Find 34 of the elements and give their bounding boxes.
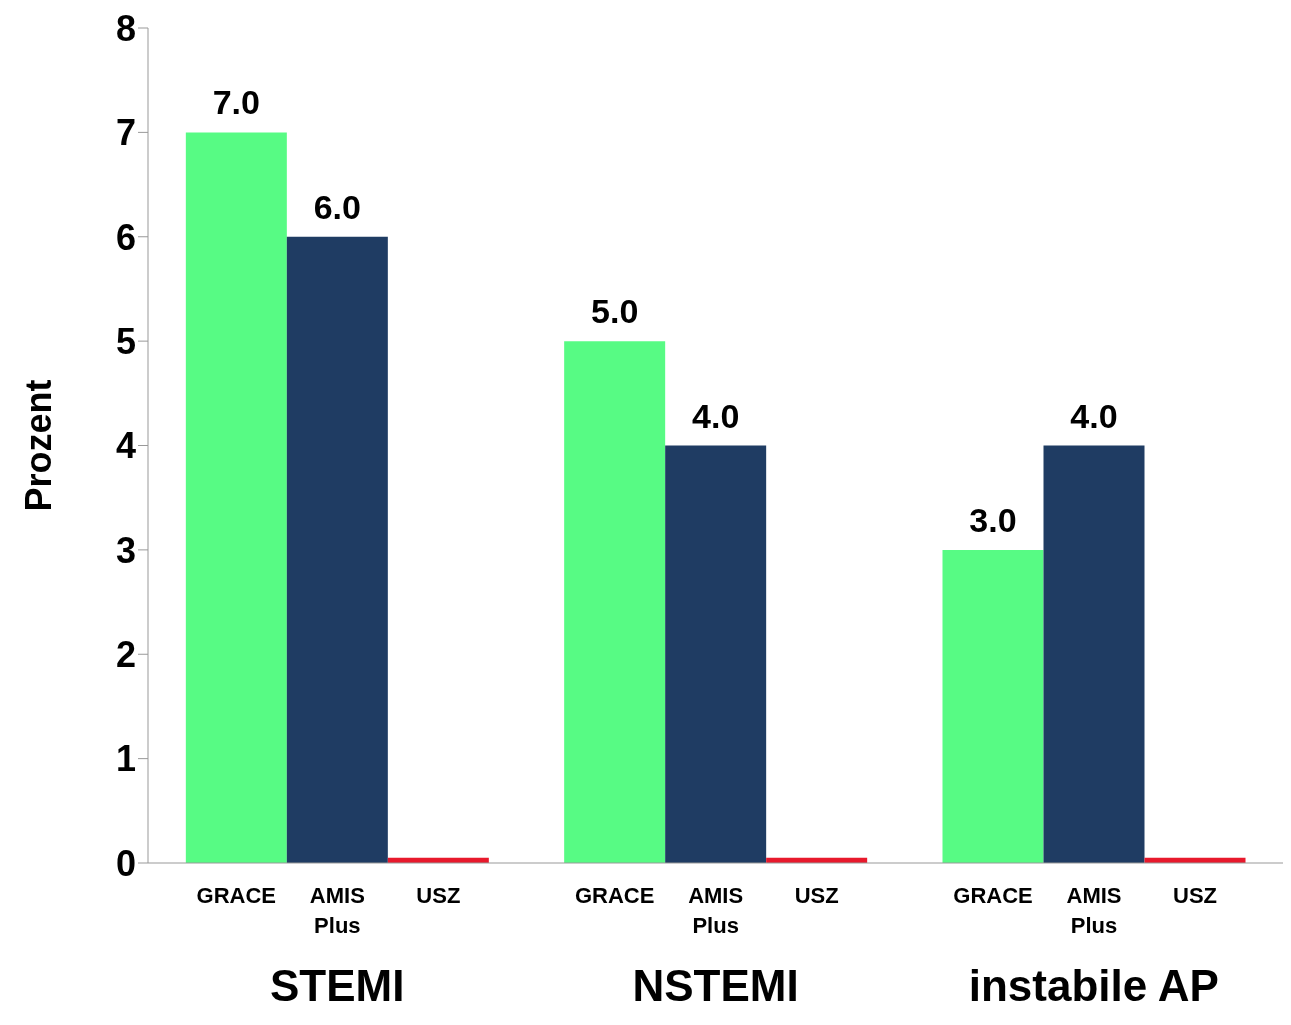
- series-label: AMIS Plus: [309, 883, 365, 938]
- bar: [1043, 445, 1145, 863]
- y-tick-label: 4: [115, 425, 136, 467]
- y-axis-title: Prozent: [17, 379, 59, 512]
- bar: [942, 549, 1044, 863]
- bar: [185, 132, 287, 863]
- bar: [286, 236, 388, 863]
- bar: [665, 445, 767, 863]
- y-tick-label: 1: [115, 738, 136, 780]
- y-tick-label: 7: [115, 112, 136, 154]
- data-label: 5.0: [591, 292, 639, 331]
- x-tick-label: instabile AP: [968, 961, 1219, 1010]
- text: AMIS Plus: [688, 883, 744, 938]
- text: AMIS Plus: [1066, 883, 1122, 938]
- text: GRACE: [574, 883, 655, 908]
- x-tick-label: NSTEMI: [632, 961, 799, 1010]
- data-label: 6.0: [313, 187, 361, 226]
- data-label: 4.0: [692, 396, 740, 435]
- series-label: USZ: [416, 883, 461, 908]
- y-tick-label: 5: [115, 320, 136, 362]
- x-tick-label: STEMI: [269, 961, 405, 1010]
- y-tick-label: 3: [115, 529, 136, 571]
- data-label: 4.0: [1070, 396, 1118, 435]
- text: USZ: [1173, 883, 1217, 908]
- y-tick-label: 8: [115, 7, 136, 49]
- bar: [564, 341, 666, 863]
- y-tick-label: 2: [115, 634, 136, 676]
- text: GRACE: [953, 883, 1033, 908]
- y-tick-label: 6: [115, 216, 136, 258]
- series-label: GRACE: [196, 883, 277, 908]
- text: USZ: [794, 883, 839, 908]
- data-label: 3.0: [969, 500, 1017, 539]
- data-label: 7.0: [212, 83, 260, 122]
- y-tick-label: 0: [115, 842, 136, 884]
